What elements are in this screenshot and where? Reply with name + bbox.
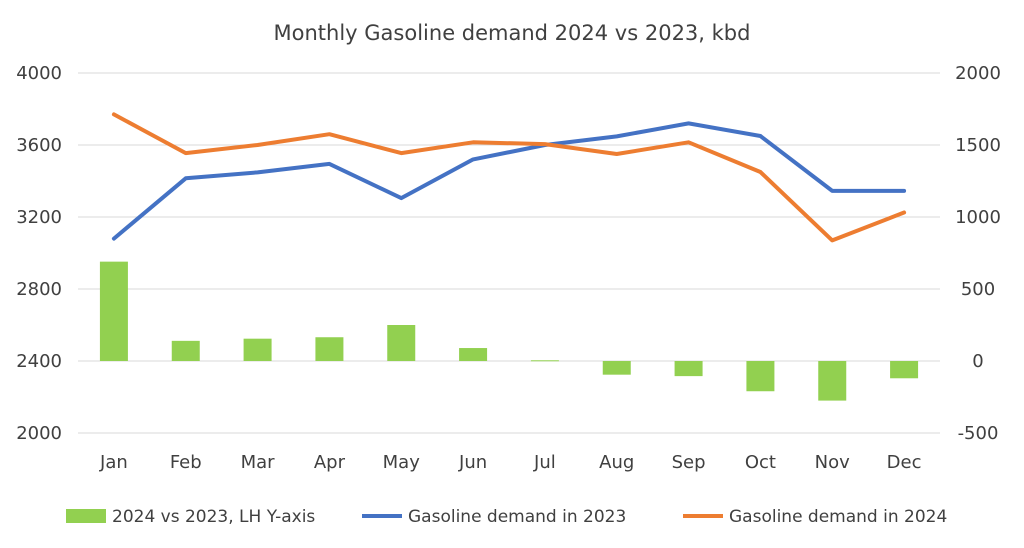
bar <box>674 361 703 377</box>
x-tick-label: Nov <box>815 452 850 473</box>
x-tick-label: Mar <box>241 452 276 473</box>
bar <box>890 361 919 379</box>
left-tick-label: 3600 <box>16 135 62 156</box>
x-tick-label: Apr <box>314 452 346 473</box>
bar <box>387 325 416 361</box>
bar <box>315 337 344 361</box>
right-tick-label: 1000 <box>955 207 1001 228</box>
x-tick-label: Aug <box>599 452 634 473</box>
x-tick-label: Oct <box>745 452 776 473</box>
left-tick-label: 2400 <box>16 351 62 372</box>
x-axis-ticks: Jan Feb Mar Apr May Jun Jul Aug Sep Oct Nov Dec <box>99 452 921 473</box>
x-tick-label: Dec <box>887 452 922 473</box>
right-tick-label: 1500 <box>955 135 1001 156</box>
bar <box>530 360 559 362</box>
bar <box>459 348 488 361</box>
line-series <box>111 112 907 243</box>
gridlines <box>78 72 940 434</box>
legend-label: 2024 vs 2023, LH Y-axis <box>112 507 315 527</box>
x-tick-label: Jun <box>458 452 487 473</box>
chart-title: Monthly Gasoline demand 2024 vs 2023, kb… <box>274 21 751 45</box>
legend: 2024 vs 2023, LH Y-axis Gasoline demand i… <box>66 507 947 527</box>
right-axis-ticks: 2000 1500 1000 500 0 -500 <box>955 63 1001 444</box>
series-line <box>111 121 907 241</box>
left-axis-ticks: 4000 3600 3200 2800 2400 2000 <box>16 63 62 444</box>
x-tick-label: Feb <box>170 452 202 473</box>
legend-label: Gasoline demand in 2023 <box>408 507 626 527</box>
x-tick-label: May <box>383 452 421 473</box>
x-tick-label: Sep <box>672 452 706 473</box>
left-tick-label: 2000 <box>16 423 62 444</box>
right-tick-label: 500 <box>961 279 995 300</box>
legend-swatch <box>66 509 106 523</box>
bar <box>243 338 272 361</box>
legend-label: Gasoline demand in 2024 <box>729 507 947 527</box>
bar <box>746 361 775 392</box>
right-tick-label: -500 <box>958 423 999 444</box>
x-tick-label: Jan <box>99 452 128 473</box>
bar <box>602 361 631 375</box>
left-tick-label: 2800 <box>16 279 62 300</box>
right-tick-label: 0 <box>972 351 983 372</box>
x-tick-label: Jul <box>533 452 556 473</box>
right-tick-label: 2000 <box>955 63 1001 84</box>
series-line <box>111 112 907 243</box>
bar <box>99 261 128 361</box>
bar <box>171 340 200 361</box>
bar <box>818 361 847 401</box>
bar-series <box>99 261 919 401</box>
left-tick-label: 3200 <box>16 207 62 228</box>
left-tick-label: 4000 <box>16 63 62 84</box>
